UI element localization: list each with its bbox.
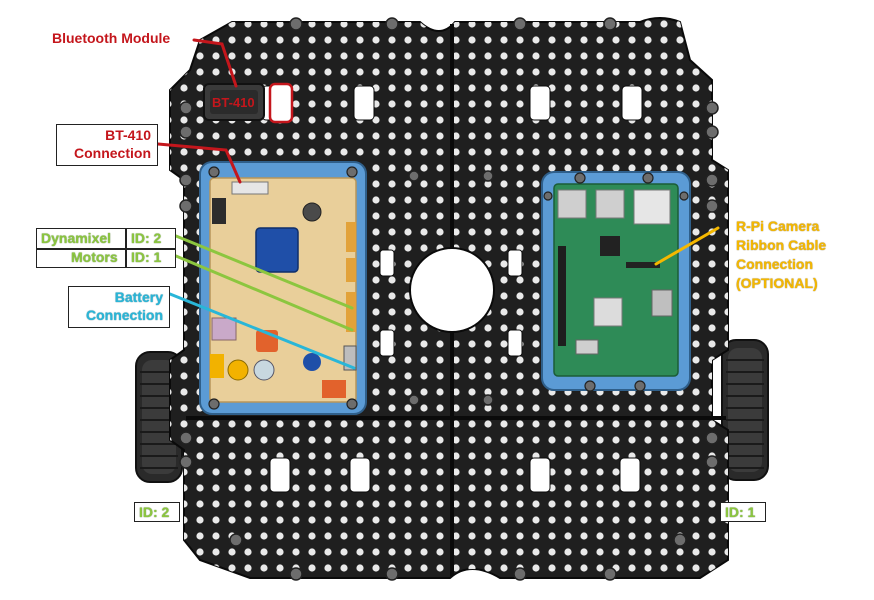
motor-id2-label: ID: 2 <box>131 230 162 246</box>
bt410-connection-line1: BT-410 <box>105 127 151 143</box>
right-wheel <box>721 339 769 481</box>
bluetooth-module-label: Bluetooth Module <box>52 30 171 46</box>
right-wheel-id-box: ID: 1 <box>720 502 766 522</box>
dynamixel-id1-pointer-line <box>174 254 354 332</box>
battery-line2: Connection <box>86 307 163 323</box>
bluetooth-pointer-line <box>192 38 238 88</box>
battery-connection-box: Battery Connection <box>68 286 170 328</box>
bt410-connection-line2: Connection <box>74 145 151 161</box>
dynamixel-id2-pointer-line <box>174 234 354 310</box>
left-wheel-id-box: ID: 2 <box>134 502 180 522</box>
bluetooth-module-drawing <box>203 82 294 124</box>
motor-id1-label: ID: 1 <box>131 249 162 265</box>
right-wheel-id-label: ID: 1 <box>725 504 756 520</box>
bt410-connection-pointer-line <box>156 142 242 184</box>
left-wheel-id-label: ID: 2 <box>139 504 170 520</box>
rpi-camera-label-group: R-Pi Camera Ribbon Cable Connection (OPT… <box>736 218 826 292</box>
rpi-line2: Ribbon Cable <box>736 237 827 253</box>
bt410-connection-box: BT-410 Connection <box>56 124 158 166</box>
raspberry-pi-drawing <box>541 171 691 392</box>
dynamixel-label: Dynamixel <box>41 230 112 246</box>
rpi-camera-pointer-line <box>654 226 720 266</box>
dynamixel-box-row-divider <box>37 248 175 250</box>
dynamixel-motors-box: Dynamixel Motors ID: 2 ID: 1 <box>36 228 176 268</box>
battery-pointer-line <box>168 292 356 370</box>
controller-board-drawing <box>199 161 367 415</box>
motors-label: Motors <box>71 249 118 265</box>
rpi-line4: (OPTIONAL) <box>736 275 818 291</box>
rpi-line3: Connection <box>736 256 813 272</box>
bt410-chip-label: BT-410 <box>212 95 255 110</box>
rpi-line1: R-Pi Camera <box>736 218 820 234</box>
chassis-plate <box>169 17 729 581</box>
battery-line1: Battery <box>114 289 163 305</box>
annotation-lines <box>156 38 720 370</box>
